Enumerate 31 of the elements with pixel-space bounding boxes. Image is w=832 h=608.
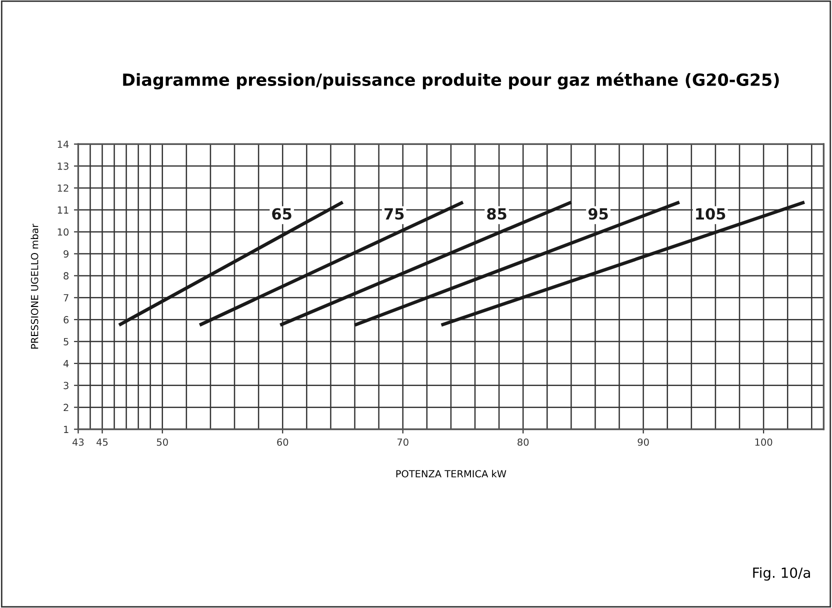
y-tick-label: 10	[58, 228, 69, 236]
y-tick-label: 9	[64, 250, 68, 258]
series-label: 95	[588, 208, 608, 220]
caption: Fig. 10/a	[753, 567, 810, 581]
y-tick-label: 5	[64, 338, 68, 346]
series-label: 75	[384, 208, 404, 220]
y-tick-label: 4	[63, 360, 69, 368]
series-label: 85	[487, 208, 506, 220]
y-tick-label: 11	[58, 206, 68, 214]
y-tick-label: 2	[64, 404, 68, 412]
y-axis-title: PRESSIONE UGELLO mbar	[30, 224, 38, 349]
x-tick-label: 60	[277, 438, 288, 446]
y-tick-label: 1	[64, 426, 68, 433]
x-tick-label: 70	[397, 438, 408, 446]
y-tick-label: 13	[58, 162, 68, 170]
y-tick-label: 6	[64, 316, 69, 324]
series-label: 105	[696, 208, 726, 220]
y-tick-label: 8	[64, 272, 69, 280]
x-tick-label: 100	[755, 438, 772, 446]
x-tick-label: 45	[96, 438, 108, 446]
x-tick-label: 43	[72, 438, 84, 446]
series-label: 65	[272, 208, 292, 220]
y-tick-label: 12	[58, 184, 68, 192]
x-tick-label: 80	[518, 438, 529, 446]
y-tick-label: 14	[58, 140, 69, 148]
y-tick-label: 7	[64, 294, 68, 302]
chart-title: Diagramme pression/puissance produite pour gaz méthane (G20-G25)	[123, 72, 779, 90]
x-tick-label: 50	[156, 438, 168, 446]
x-axis-title: POTENZA TERMICA kW	[396, 470, 506, 478]
y-tick-label: 3	[64, 382, 68, 390]
x-tick-label: 90	[638, 438, 649, 446]
